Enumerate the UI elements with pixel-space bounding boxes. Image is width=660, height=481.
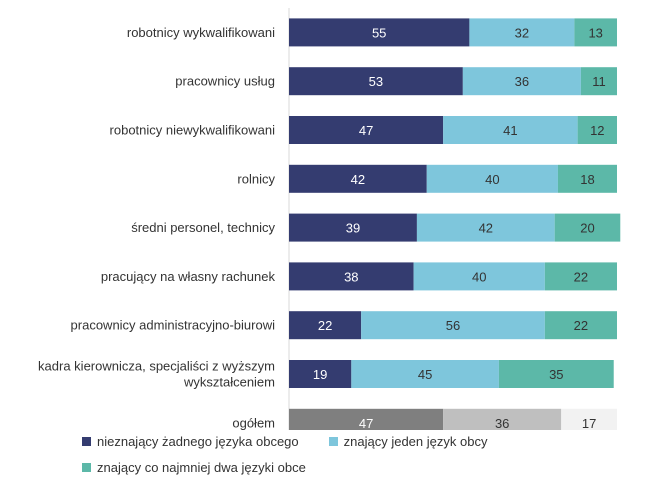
bar-segment-znaj-cy-jeden-j-zyk-obcy-og-em <box>443 408 562 430</box>
bar-segment-nieznaj-cy-adnego-j-zyka-obcego-rolnicy <box>289 164 427 193</box>
bar-segment-nieznaj-cy-adnego-j-zyka-obcego-robotnicy-wykwalifikowani <box>289 18 470 47</box>
data-label: 40 <box>485 172 499 187</box>
bar-segment-znaj-cy-co-najmniej-dwa-j-zyki-obce-rolnicy <box>557 164 617 193</box>
bar-segment-znaj-cy-co-najmniej-dwa-j-zyki-obce-redni-personel-technicy <box>554 213 621 242</box>
data-label: 22 <box>574 269 588 284</box>
data-label: 35 <box>549 367 563 382</box>
legend-label-two-languages: znający co najmniej dwa języki obce <box>97 459 306 475</box>
bar-segment-znaj-cy-jeden-j-zyk-obcy-rolnicy <box>426 164 558 193</box>
bar-segment-znaj-cy-co-najmniej-dwa-j-zyki-obce-pracuj-cy-na-w-asny-rachunek <box>544 262 617 291</box>
data-label: 45 <box>418 367 432 382</box>
legend-item-one-language: znający jeden język obcy <box>328 433 488 449</box>
category-label: pracownicy administracyjno-biurowi <box>71 318 276 333</box>
category-label: robotnicy wykwalifikowani <box>127 25 275 40</box>
data-label: 55 <box>372 25 386 40</box>
data-label: 18 <box>580 172 594 187</box>
bar-segment-nieznaj-cy-adnego-j-zyka-obcego-pracownicy-administracyjno-biurowi <box>289 311 362 340</box>
data-label: 56 <box>446 318 460 333</box>
data-label: 36 <box>515 74 529 89</box>
legend-item-no-language: nieznający żadnego języka obcego <box>82 434 299 449</box>
data-label: 12 <box>590 123 604 138</box>
legend-swatch-no-language <box>82 436 91 446</box>
legend-swatch-two-languages <box>82 462 91 472</box>
legend: nieznający żadnego języka obcego znający… <box>82 428 642 480</box>
bar-segment-znaj-cy-co-najmniej-dwa-j-zyki-obce-robotnicy-wykwalifikowani <box>574 18 617 47</box>
legend-label-no-language: nieznający żadnego języka obcego <box>97 433 299 449</box>
data-label: 41 <box>503 123 517 138</box>
data-label: 40 <box>472 269 486 284</box>
bar-segment-znaj-cy-jeden-j-zyk-obcy-pracownicy-administracyjno-biurowi <box>361 311 545 340</box>
bar-segment-nieznaj-cy-adnego-j-zyka-obcego-pracownicy-us-ug <box>289 67 463 96</box>
bar-segment-nieznaj-cy-adnego-j-zyka-obcego-robotnicy-niewykwalifikowani <box>289 116 444 144</box>
data-label: 22 <box>574 318 588 333</box>
data-label: 47 <box>359 123 373 138</box>
category-label: pracownicy usług <box>175 74 275 89</box>
bar-segment-znaj-cy-jeden-j-zyk-obcy-robotnicy-niewykwalifikowani <box>443 116 578 144</box>
data-label: 47 <box>359 416 373 430</box>
bar-segment-znaj-cy-jeden-j-zyk-obcy-robotnicy-wykwalifikowani <box>469 18 575 47</box>
bar-segment-znaj-cy-co-najmniej-dwa-j-zyki-obce-og-em <box>561 408 617 430</box>
bar-segment-znaj-cy-jeden-j-zyk-obcy-redni-personel-technicy <box>416 213 555 242</box>
bar-segment-znaj-cy-jeden-j-zyk-obcy-pracownicy-us-ug <box>462 67 581 96</box>
bar-segment-znaj-cy-co-najmniej-dwa-j-zyki-obce-pracownicy-administracyjno-biurowi <box>544 311 617 340</box>
category-label: średni personel, technicy <box>131 220 275 235</box>
data-label: 39 <box>346 221 360 236</box>
category-label: wykształceniem <box>183 375 275 390</box>
data-label: 38 <box>344 269 358 284</box>
stacked-bar-chart: 0%20%40%60%80%100%robotnicy wykwalifikow… <box>38 8 621 430</box>
bar-segment-znaj-cy-co-najmniej-dwa-j-zyki-obce-kadra-kierownicza-specjali-ci-z-wy-szym-wykszta-ceniem <box>498 360 614 388</box>
data-label: 17 <box>582 416 596 430</box>
category-label: pracujący na własny rachunek <box>101 269 276 284</box>
data-label: 13 <box>588 25 602 40</box>
data-label: 22 <box>318 318 332 333</box>
bar-segment-nieznaj-cy-adnego-j-zyka-obcego-og-em <box>289 408 444 430</box>
bar-segment-znaj-cy-jeden-j-zyk-obcy-kadra-kierownicza-specjali-ci-z-wy-szym-wykszta-ceniem <box>351 360 499 388</box>
bar-segment-znaj-cy-co-najmniej-dwa-j-zyki-obce-pracownicy-us-ug <box>580 67 617 96</box>
legend-item-two-languages: znający co najmniej dwa języki obce <box>82 460 306 475</box>
category-label: rolnicy <box>237 171 275 186</box>
bar-segment-nieznaj-cy-adnego-j-zyka-obcego-pracuj-cy-na-w-asny-rachunek <box>289 262 414 291</box>
bar-segment-nieznaj-cy-adnego-j-zyka-obcego-redni-personel-technicy <box>289 213 417 242</box>
category-label: ogółem <box>232 415 275 430</box>
legend-label-one-language: znający jeden język obcy <box>343 433 488 449</box>
data-label: 42 <box>351 172 365 187</box>
data-label: 36 <box>495 416 509 430</box>
legend-swatch-one-language <box>328 436 338 446</box>
data-label: 20 <box>580 221 594 236</box>
bar-segment-nieznaj-cy-adnego-j-zyka-obcego-kadra-kierownicza-specjali-ci-z-wy-szym-wykszta-ceniem <box>289 360 352 388</box>
data-label: 53 <box>369 74 383 89</box>
data-label: 42 <box>479 221 493 236</box>
data-label: 32 <box>515 25 529 40</box>
category-label: kadra kierownicza, specjaliści z wyższym <box>38 359 275 374</box>
bar-segment-znaj-cy-jeden-j-zyk-obcy-pracuj-cy-na-w-asny-rachunek <box>413 262 545 291</box>
data-label: 19 <box>313 367 327 382</box>
bar-segment-znaj-cy-co-najmniej-dwa-j-zyki-obce-robotnicy-niewykwalifikowani <box>577 116 617 144</box>
category-label: robotnicy niewykwalifikowani <box>110 123 276 138</box>
data-label: 11 <box>592 74 606 89</box>
